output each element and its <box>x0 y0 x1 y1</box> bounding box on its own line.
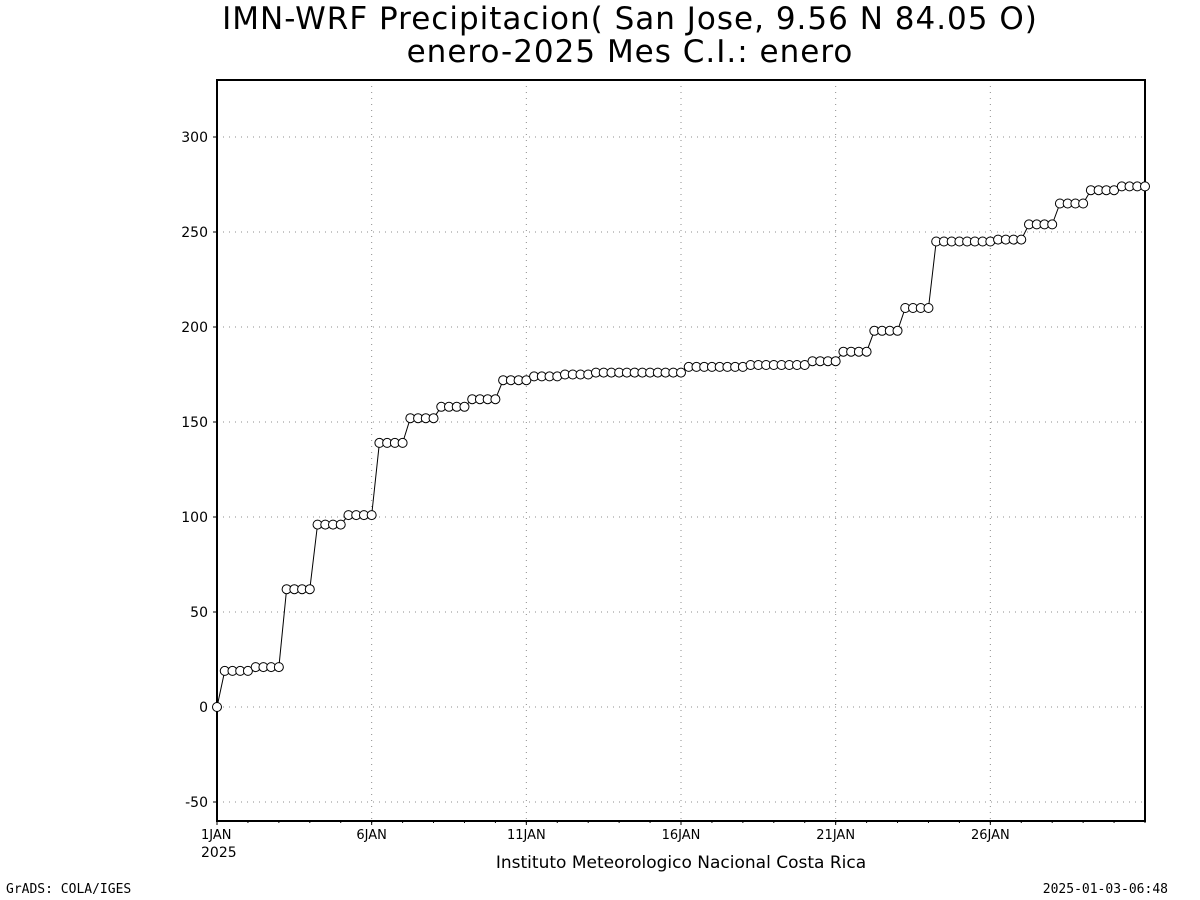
y-tick-label: 0 <box>199 700 208 716</box>
data-point <box>459 401 470 412</box>
data-point <box>397 437 408 448</box>
timestamp: 2025-01-03-06:48 <box>1042 882 1168 897</box>
y-tick-label: 100 <box>181 510 208 526</box>
y-tick-label: -50 <box>185 795 208 811</box>
grads-credit: GrADS: COLA/IGES <box>6 882 132 897</box>
data-point <box>892 325 903 336</box>
data-point <box>830 356 841 367</box>
y-tick-label: 250 <box>181 225 208 241</box>
data-point <box>1016 234 1027 245</box>
x-tick-label: 1JAN <box>201 828 232 843</box>
data-point <box>304 584 315 595</box>
y-tick-label: 150 <box>181 415 208 431</box>
y-tick-label: 300 <box>181 130 208 146</box>
chart-subtitle: enero-2025 Mes C.I.: enero <box>406 34 854 70</box>
data-point <box>1140 181 1150 192</box>
x-tick-label: 16JAN <box>662 828 701 843</box>
data-point <box>923 303 934 313</box>
axes <box>213 79 1146 825</box>
x-tick-label: 21JAN <box>816 828 855 843</box>
grid-lines <box>217 80 1145 821</box>
x-tick-label: 26JAN <box>971 828 1010 843</box>
data-point <box>1078 198 1089 209</box>
plot-frame <box>216 79 1146 822</box>
data-point <box>490 394 501 405</box>
tick-labels: -50 0 50 100 150 200 250 300 1JAN 2025 6JAN 11JAN 16… <box>181 130 1009 861</box>
data-point <box>273 662 284 673</box>
chart-title: IMN-WRF Precipitacion( San Jose, 9.56 N … <box>222 1 1038 37</box>
data-point <box>366 510 377 521</box>
x-axis-label: Instituto Meteorologico Nacional Costa R… <box>495 853 867 873</box>
x-tick-label: 11JAN <box>507 828 546 843</box>
data-point <box>335 519 346 530</box>
data-point <box>676 367 686 378</box>
y-tick-label: 200 <box>181 320 208 336</box>
x-tick-label: 6JAN <box>356 828 387 843</box>
y-tick-label: 50 <box>190 605 208 621</box>
data-point <box>212 702 222 712</box>
data-point <box>428 413 439 424</box>
x-tick-sublabel: 2025 <box>201 845 237 861</box>
data-point <box>861 346 872 357</box>
series-layer <box>212 181 1150 712</box>
data-point <box>1047 219 1058 230</box>
